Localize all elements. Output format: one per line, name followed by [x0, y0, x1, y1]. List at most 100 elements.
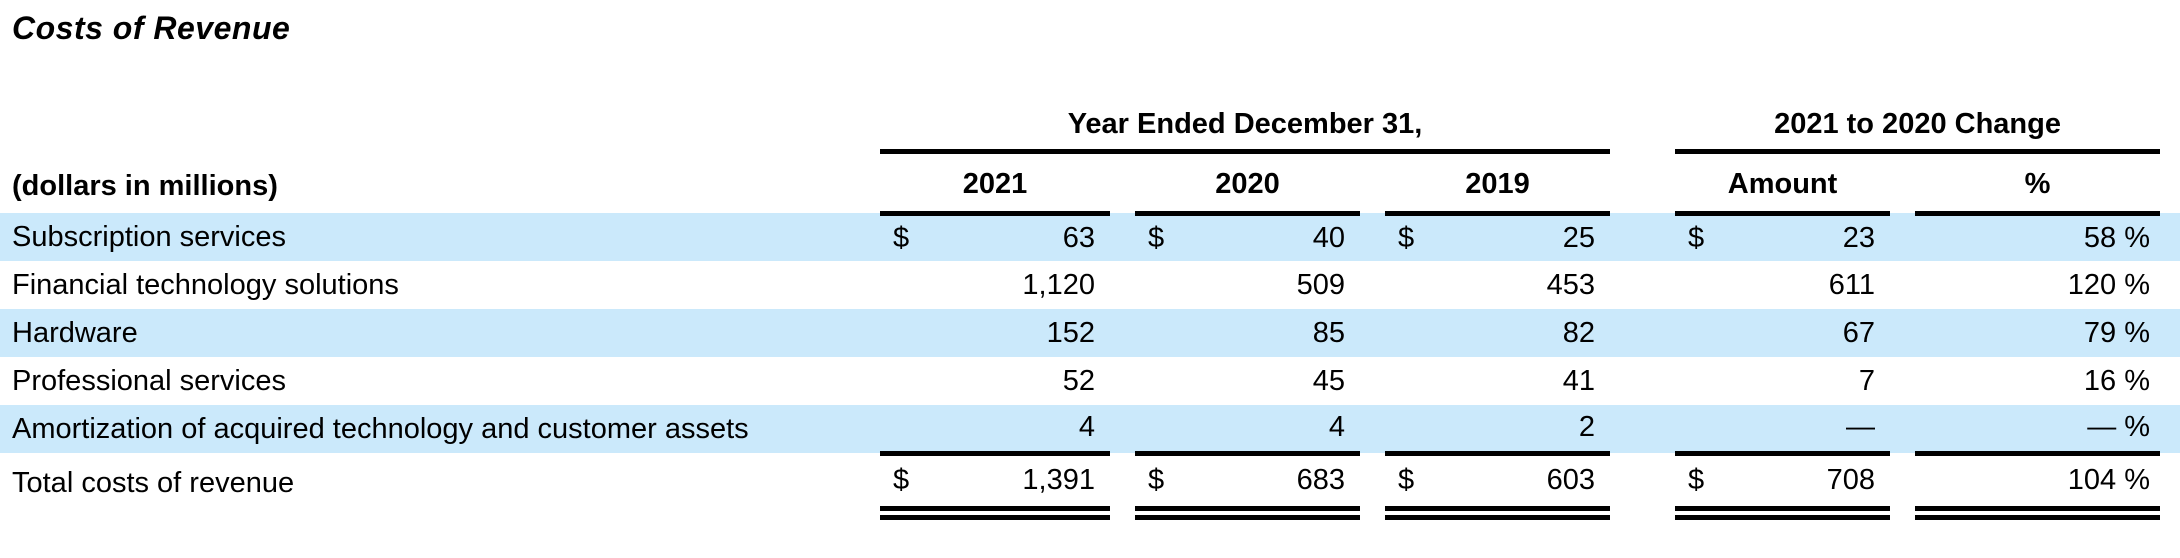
cell-amount: — — [1675, 405, 1891, 453]
col-gap — [1890, 309, 1916, 357]
value-2020: 40 — [1312, 221, 1345, 254]
value-amount: — — [1846, 411, 1876, 444]
col-header-percent: % — [1915, 151, 2161, 216]
cell-2019: 41 — [1385, 357, 1610, 405]
col-gap — [1360, 405, 1385, 453]
value-2020: 45 — [1312, 364, 1345, 397]
table-row: Financial technology solutions 1,120 509… — [0, 261, 2180, 309]
cell-amount: 7 — [1675, 357, 1890, 405]
table-row: Subscription services $63 $40 $25 $23 58… — [0, 213, 2180, 261]
total-row: Total costs of revenue $1,391 $683 $603 … — [0, 450, 2180, 520]
value-2020: 85 — [1312, 316, 1345, 349]
col-gap — [1890, 453, 1915, 513]
col-gap — [1360, 151, 1385, 213]
cell-2020: 4 — [1135, 405, 1360, 453]
edge-spacer — [2160, 309, 2180, 357]
cell-2021: $63 — [880, 213, 1110, 261]
row-label: Professional services — [12, 364, 286, 397]
cell-amount: 67 — [1675, 309, 1891, 357]
col-gap — [1110, 405, 1135, 453]
dollar-sign: $ — [1398, 464, 1415, 497]
cell-2019: 2 — [1385, 405, 1611, 453]
cell-amount: $708 — [1675, 450, 1891, 520]
dollar-sign: $ — [1398, 221, 1415, 254]
value-2019: 603 — [1546, 464, 1596, 497]
col-gap — [1360, 213, 1385, 261]
cell-2020: 45 — [1135, 357, 1360, 405]
units-label: (dollars in millions) — [12, 170, 278, 202]
dollar-sign: $ — [1688, 221, 1705, 254]
value-2020: 4 — [1328, 411, 1345, 444]
edge-spacer — [2160, 357, 2180, 405]
col-gap — [1110, 151, 1135, 213]
row-label: Amortization of acquired technology and … — [0, 405, 880, 453]
value-2021: 1,391 — [1022, 464, 1095, 497]
col-gap — [1360, 309, 1385, 357]
group-header-row: Year Ended December 31, 2021 to 2020 Cha… — [0, 99, 2180, 154]
cell-2020: $683 — [1135, 450, 1360, 520]
section-gap — [1610, 405, 1676, 453]
value-amount: 23 — [1842, 221, 1876, 254]
col-gap — [1110, 309, 1135, 357]
edge-spacer — [2160, 453, 2180, 513]
value-2021: 52 — [1062, 364, 1095, 397]
cell-percent: 104 % — [1915, 450, 2161, 520]
group-header-spacer — [0, 99, 880, 151]
col-gap — [1890, 151, 1915, 213]
cell-percent: 79 % — [1915, 309, 2161, 357]
value-2019: 453 — [1546, 268, 1596, 301]
group-header-change: 2021 to 2020 Change — [1675, 99, 2161, 154]
cell-amount: $23 — [1675, 213, 1891, 261]
col-gap — [1360, 357, 1385, 405]
section-gap — [1610, 213, 1676, 261]
edge-spacer — [2160, 213, 2180, 261]
column-header-row: (dollars in millions) 2021 2020 2019 Amo… — [0, 151, 2180, 216]
cell-2021: 4 — [880, 405, 1110, 453]
value-2019: 2 — [1578, 411, 1596, 444]
cell-2021: 52 — [880, 357, 1110, 405]
cell-2021: $1,391 — [880, 450, 1110, 520]
value-2019: 82 — [1562, 316, 1596, 349]
section-gap — [1610, 99, 1675, 151]
section-gap — [1610, 261, 1675, 309]
value-2019: 25 — [1562, 221, 1596, 254]
row-label: Subscription services — [0, 213, 880, 261]
cell-percent: 16 % — [2083, 364, 2151, 397]
col-gap — [1360, 261, 1385, 309]
table-row: Professional services 52 45 41 7 16 % — [0, 357, 2180, 405]
col-gap — [1890, 261, 1915, 309]
value-2021: 1,120 — [1022, 268, 1095, 301]
value-amount: 7 — [1858, 364, 1876, 397]
table-row: Amortization of acquired technology and … — [0, 405, 2180, 453]
value-2020: 509 — [1296, 268, 1345, 301]
col-gap — [1110, 261, 1135, 309]
col-header-2021: 2021 — [880, 151, 1110, 216]
col-gap — [1360, 453, 1385, 513]
col-header-amount: Amount — [1675, 151, 1891, 216]
value-2021: 63 — [1062, 221, 1095, 254]
edge-spacer — [2160, 99, 2180, 151]
section-gap — [1610, 151, 1675, 213]
row-label: Hardware — [0, 309, 880, 357]
group-header-year-ended: Year Ended December 31, — [880, 99, 1611, 154]
section-gap — [1610, 357, 1675, 405]
value-2021: 4 — [1078, 411, 1095, 444]
cell-2019: $25 — [1385, 213, 1611, 261]
cell-2020: 509 — [1135, 261, 1360, 309]
row-label: Financial technology solutions — [12, 268, 399, 301]
cell-2021: 152 — [880, 309, 1110, 357]
col-gap — [1890, 357, 1915, 405]
col-header-2020: 2020 — [1135, 151, 1360, 216]
dollar-sign: $ — [1148, 464, 1165, 497]
edge-spacer — [2160, 261, 2180, 309]
cell-percent: 58 % — [1915, 213, 2161, 261]
section-gap — [1610, 309, 1676, 357]
table-row: Hardware 152 85 82 67 79 % — [0, 309, 2180, 357]
value-amount: 67 — [1842, 316, 1876, 349]
value-amount: 611 — [1828, 268, 1876, 301]
col-gap — [1890, 405, 1916, 453]
section-gap — [1610, 453, 1675, 513]
edge-spacer — [2160, 405, 2180, 453]
cell-2019: 82 — [1385, 309, 1611, 357]
dollar-sign: $ — [893, 464, 910, 497]
